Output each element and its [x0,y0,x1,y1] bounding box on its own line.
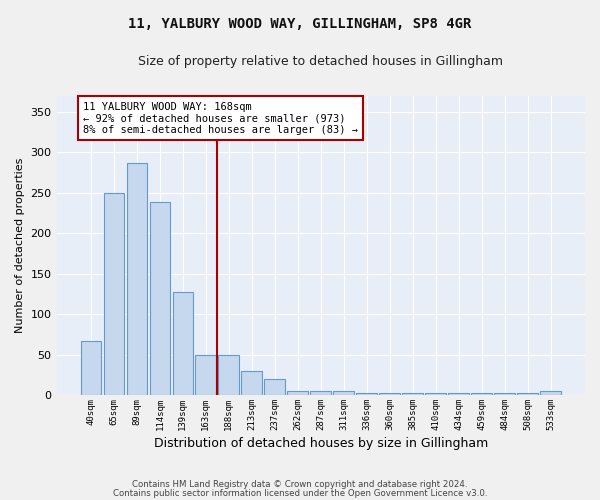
Bar [356,394,377,395]
Bar [310,391,331,395]
Bar [540,391,561,395]
Bar [472,394,492,395]
Bar [80,341,101,395]
Bar [218,354,239,395]
Bar [448,394,469,395]
Bar [104,192,124,395]
Text: 11, YALBURY WOOD WAY, GILLINGHAM, SP8 4GR: 11, YALBURY WOOD WAY, GILLINGHAM, SP8 4G… [128,18,472,32]
Bar [241,370,262,395]
Bar [334,391,354,395]
Bar [425,394,446,395]
Bar [287,391,308,395]
Text: Contains public sector information licensed under the Open Government Licence v3: Contains public sector information licen… [113,488,487,498]
Text: Contains HM Land Registry data © Crown copyright and database right 2024.: Contains HM Land Registry data © Crown c… [132,480,468,489]
Bar [127,162,147,395]
Title: Size of property relative to detached houses in Gillingham: Size of property relative to detached ho… [138,55,503,68]
Bar [265,379,285,395]
Bar [494,394,515,395]
Bar [379,394,400,395]
Bar [196,354,216,395]
Bar [403,394,423,395]
Bar [149,202,170,395]
Text: 11 YALBURY WOOD WAY: 168sqm
← 92% of detached houses are smaller (973)
8% of sem: 11 YALBURY WOOD WAY: 168sqm ← 92% of det… [83,102,358,134]
Y-axis label: Number of detached properties: Number of detached properties [15,158,25,333]
Bar [173,292,193,395]
Bar [517,394,538,395]
X-axis label: Distribution of detached houses by size in Gillingham: Distribution of detached houses by size … [154,437,488,450]
